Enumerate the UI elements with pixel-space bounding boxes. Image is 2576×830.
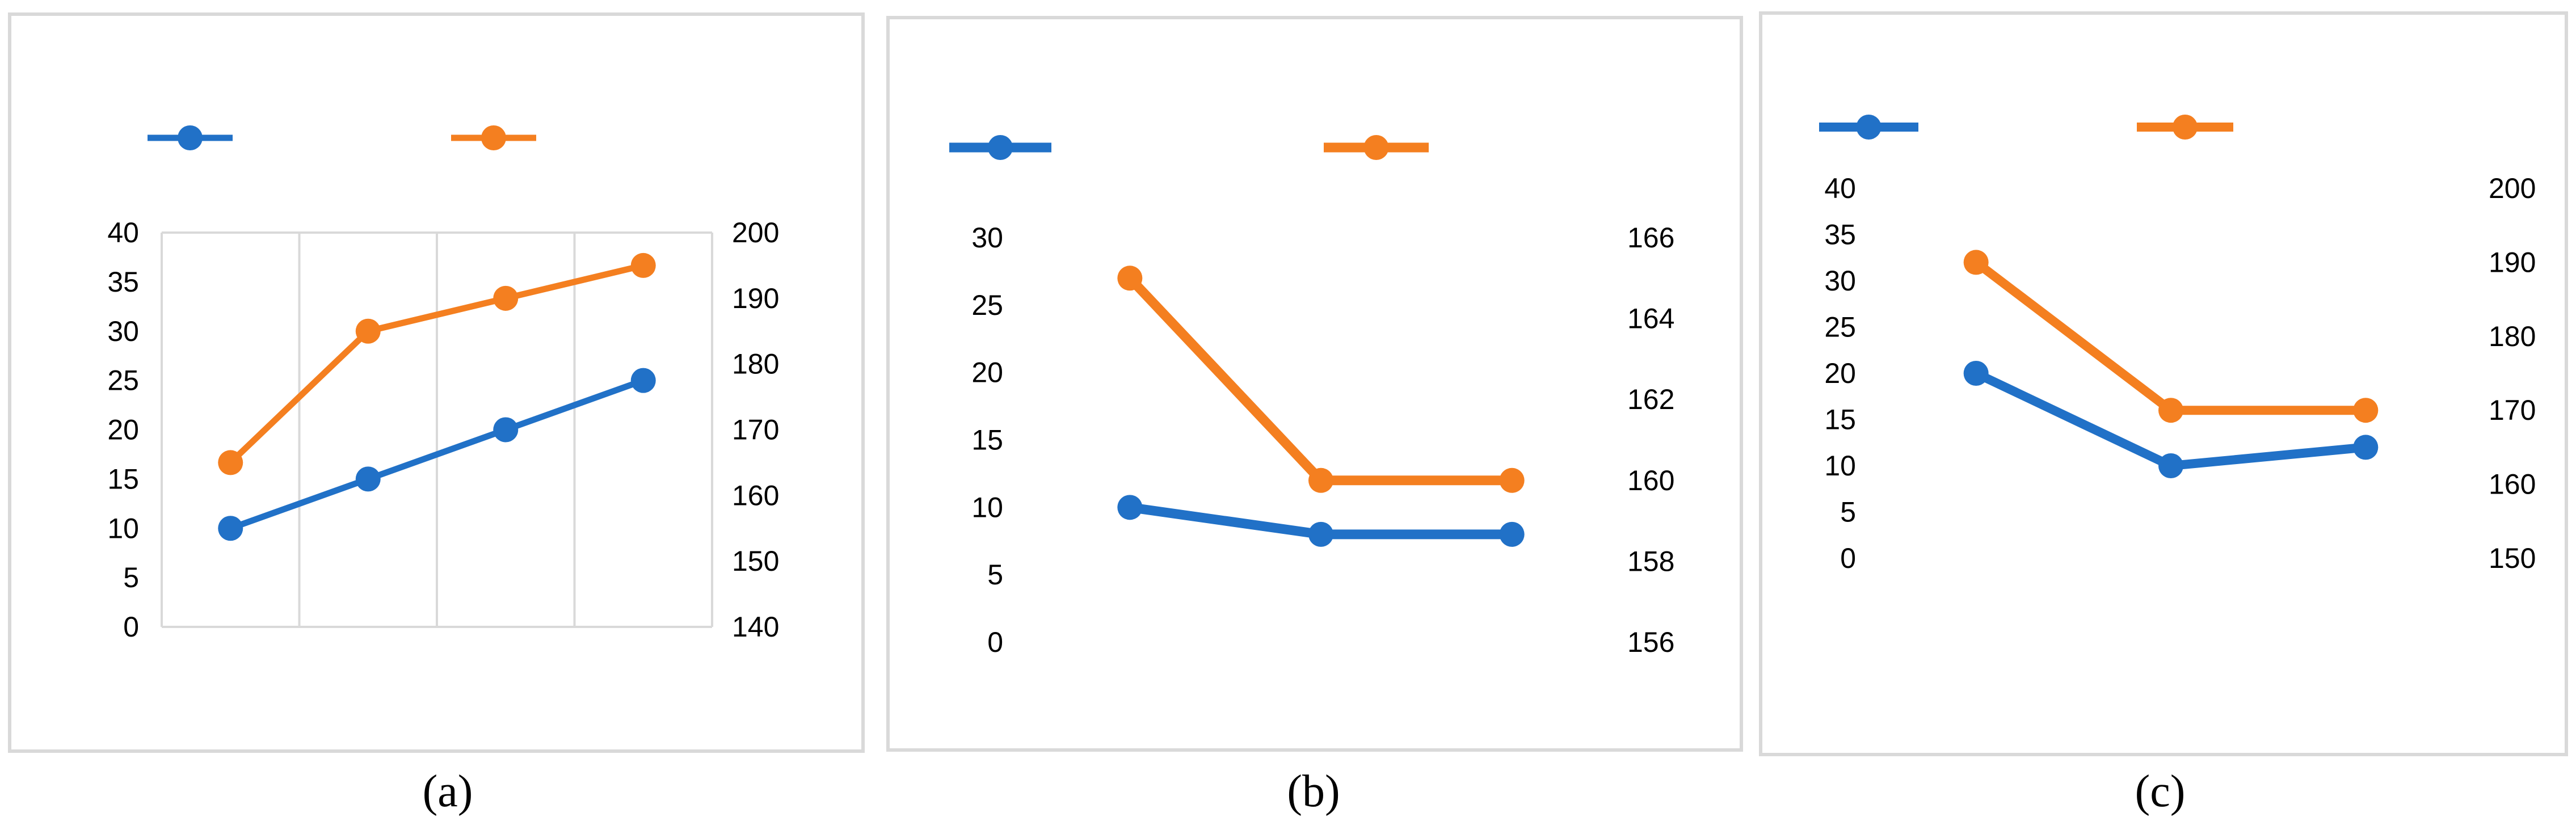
series-line-1 <box>1126 275 1512 486</box>
y2-tick-label: 166 <box>1627 222 1674 254</box>
y2-tick-label: 180 <box>732 348 779 380</box>
legend-marker <box>1363 135 1389 160</box>
y-tick-label: 40 <box>1824 172 1856 204</box>
caption-b: (b) <box>1287 766 1340 816</box>
data-point <box>630 252 656 278</box>
data-point <box>1117 495 1143 520</box>
y-tick-label: 30 <box>971 222 1003 254</box>
data-point <box>2158 398 2183 423</box>
y2-tick-label: 150 <box>732 545 779 577</box>
data-point <box>1308 521 1333 547</box>
legend-marker <box>988 135 1013 160</box>
y-tick-label: 20 <box>971 357 1003 389</box>
y-tick-label: 35 <box>1824 219 1856 251</box>
legend-marker <box>2173 115 2198 140</box>
y-tick-label: 30 <box>1824 265 1856 297</box>
y-tick-label: 25 <box>107 365 139 397</box>
caption-a: (a) <box>422 766 473 816</box>
y2-tick-label: 164 <box>1627 303 1674 335</box>
y2-tick-label: 162 <box>1627 384 1674 415</box>
legend-marker <box>178 125 203 150</box>
chart-c: 0 5 10 15 20 25 30 35 40 150 160 170 180 190 200 <box>1819 115 2536 574</box>
y-tick-label: 5 <box>987 559 1003 591</box>
y2-tick-label: 190 <box>732 283 779 314</box>
data-point <box>355 318 381 344</box>
series-line-0 <box>229 377 645 532</box>
y-tick-label: 0 <box>987 626 1003 658</box>
data-point <box>1963 361 1989 386</box>
chart-panel-a: 0 5 10 15 20 25 30 35 40 140 150 160 170 180 190 200 <box>8 12 865 753</box>
y-tick-label: 40 <box>107 217 139 248</box>
y2-tick-label: 170 <box>2489 394 2536 426</box>
y2-tick-label: 170 <box>732 414 779 446</box>
y-tick-label: 30 <box>107 315 139 347</box>
y2-tick-label: 158 <box>1627 545 1674 577</box>
data-point <box>1963 250 1989 275</box>
data-point <box>630 368 656 393</box>
y-tick-label: 15 <box>1824 404 1856 436</box>
series-line-1 <box>228 262 645 465</box>
y2-tick-label: 180 <box>2489 321 2536 352</box>
y-tick-label: 5 <box>1840 496 1856 528</box>
y2-tick-label: 140 <box>732 611 779 643</box>
chart-panel-c: 0 5 10 15 20 25 30 35 40 150 160 170 180 190 200 <box>1759 11 2568 756</box>
y-tick-label: 20 <box>107 414 139 446</box>
data-point <box>218 450 243 475</box>
y-tick-label: 10 <box>971 491 1003 523</box>
y-tick-label: 20 <box>1824 357 1856 389</box>
y-tick-label: 15 <box>971 424 1003 456</box>
y2-tick-label: 200 <box>732 217 779 248</box>
y2-tick-label: 160 <box>732 479 779 511</box>
y2-tick-label: 150 <box>2489 542 2536 574</box>
data-point <box>355 466 381 492</box>
legend-marker <box>1856 115 1882 140</box>
y-tick-label: 10 <box>107 512 139 544</box>
data-point <box>493 417 519 443</box>
y2-tick-label: 156 <box>1627 626 1674 658</box>
legend-marker <box>481 125 506 150</box>
data-point <box>1499 521 1525 547</box>
y-tick-label: 0 <box>1840 542 1856 574</box>
data-point <box>493 285 519 311</box>
caption-c: (c) <box>2135 766 2186 816</box>
chart-panel-b: 0 5 10 15 20 25 30 156 158 160 162 164 166 <box>886 16 1743 752</box>
y-tick-label: 0 <box>123 611 139 643</box>
data-point <box>2353 398 2379 423</box>
y2-tick-label: 160 <box>2489 469 2536 500</box>
y-tick-label: 5 <box>123 562 139 593</box>
y2-tick-label: 160 <box>1627 465 1674 496</box>
y-tick-label: 25 <box>1824 311 1856 343</box>
series-line-1 <box>1973 259 2366 415</box>
data-point <box>1117 266 1143 291</box>
y2-tick-label: 190 <box>2489 246 2536 278</box>
data-point <box>1308 467 1333 493</box>
data-point <box>1499 467 1525 493</box>
data-point <box>2158 453 2183 478</box>
chart-b: 0 5 10 15 20 25 30 156 158 160 162 164 166 <box>949 135 1674 658</box>
y-tick-label: 35 <box>107 266 139 298</box>
data-point <box>218 516 243 541</box>
y-tick-label: 25 <box>971 289 1003 321</box>
y2-tick-label: 200 <box>2489 172 2536 204</box>
data-point <box>2353 435 2379 460</box>
chart-a: 0 5 10 15 20 25 30 35 40 140 150 160 170 180 190 200 <box>107 125 779 643</box>
y-tick-label: 15 <box>107 463 139 495</box>
y-tick-label: 10 <box>1824 450 1856 482</box>
